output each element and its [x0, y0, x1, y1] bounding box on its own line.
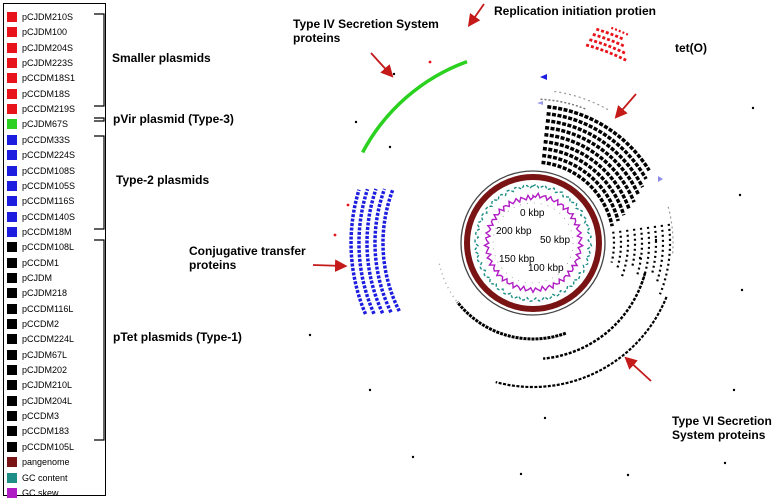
- connector-track: [668, 207, 673, 255]
- pvir-track: [363, 62, 467, 153]
- scatter-mark: [627, 474, 629, 476]
- gc-content-ring: [475, 184, 592, 301]
- annotation-arrow: [371, 53, 391, 75]
- scatter-mark: [309, 334, 311, 336]
- scatter-mark: [393, 73, 395, 75]
- ptet-track: [637, 228, 642, 277]
- scatter-mark: [739, 194, 741, 196]
- ptet-track: [652, 226, 656, 273]
- axis-tick-50kbp: 50 kbp: [540, 235, 570, 246]
- scatter-mark: [537, 101, 543, 105]
- group-bracket: [94, 14, 104, 106]
- annotation-arrow: [627, 359, 651, 381]
- ptet-track: [660, 224, 670, 294]
- scatter-mark: [540, 74, 547, 80]
- group-bracket: [94, 240, 104, 440]
- ptet-track: [612, 232, 614, 263]
- scatter-mark: [389, 146, 391, 148]
- scatter-mark: [724, 462, 726, 464]
- axis-tick-0kbp: 0 kbp: [520, 208, 545, 219]
- scatter-mark: [520, 473, 522, 475]
- scatter-mark: [741, 289, 743, 291]
- ptet-track: [641, 227, 649, 287]
- connector-track: [439, 260, 457, 301]
- scatter-mark: [639, 257, 641, 259]
- ptet-track: [657, 225, 663, 283]
- axis-tick-150kbp: 150 kbp: [499, 254, 535, 265]
- inner-rings: [461, 171, 605, 315]
- group-bracket: [94, 136, 104, 229]
- ptet-track: [621, 230, 628, 279]
- group-bracket: [94, 118, 104, 121]
- scatter-mark: [429, 61, 432, 64]
- scatter-mark: [412, 456, 414, 458]
- scatter-mark: [347, 204, 350, 207]
- small-plasmid-track: [586, 45, 626, 60]
- scatter-mark: [334, 234, 337, 237]
- scatter-mark: [544, 417, 546, 419]
- ptet-track: [632, 229, 635, 268]
- ptet-track: [617, 231, 621, 270]
- axis-tick-200kbp: 200 kbp: [496, 226, 532, 237]
- annotation-arrow: [313, 265, 344, 266]
- annotation-arrow: [470, 4, 484, 24]
- scatter-mark: [369, 389, 371, 391]
- annotation-arrow: [617, 94, 636, 116]
- plasmid-arcs: [351, 28, 673, 387]
- type2-track: [383, 189, 399, 311]
- scatter-mark: [658, 176, 663, 182]
- small-plasmid-track: [611, 28, 630, 36]
- small-plasmid-track: [593, 34, 625, 46]
- scatter-mark: [752, 107, 754, 109]
- scatter-mark: [655, 239, 657, 241]
- group-brackets: [94, 14, 104, 440]
- scatter-mark: [355, 121, 357, 123]
- scatter-mark: [733, 389, 735, 391]
- ptet-track: [543, 273, 645, 359]
- ptet-track: [554, 92, 609, 111]
